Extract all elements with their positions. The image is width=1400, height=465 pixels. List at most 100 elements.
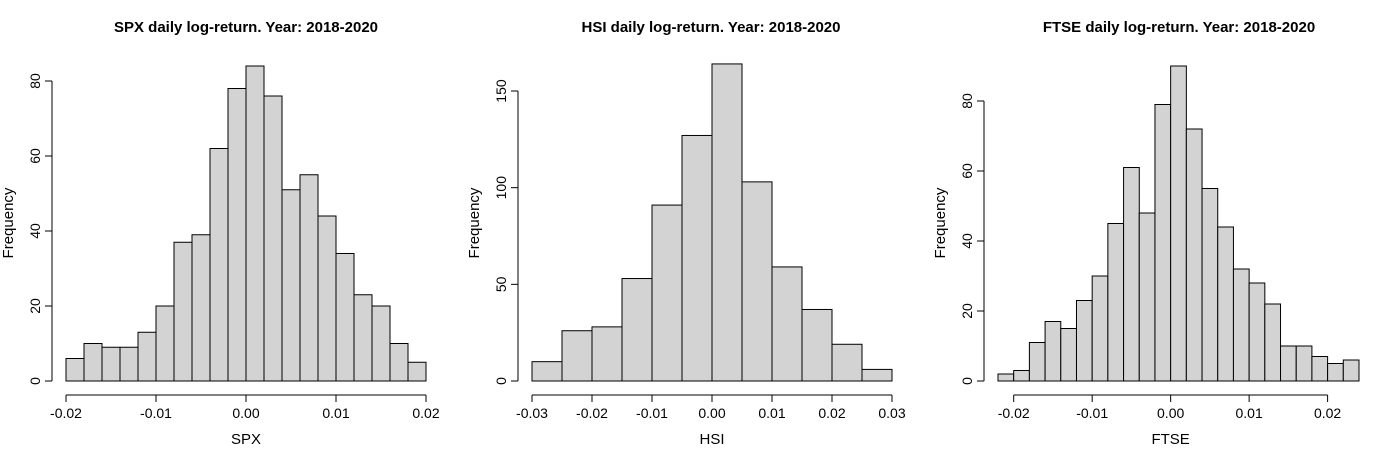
ftse-x-tick-label-2: 0.00 <box>1157 405 1184 421</box>
ftse-bar-12 <box>1185 128 1203 382</box>
hsi-bar-1 <box>561 330 593 382</box>
spx-bar-8 <box>209 148 229 382</box>
ftse-bar-5 <box>1075 300 1093 382</box>
spx-bar-0 <box>65 358 85 382</box>
hsi-bar-0 <box>531 361 563 382</box>
ftse-bar-0 <box>997 373 1015 382</box>
spx-bar-18 <box>389 343 409 382</box>
ftse-y-tick-label-3: 60 <box>959 163 975 179</box>
hsi-bar-7 <box>741 181 773 382</box>
spx-x-tick-label-4: 0.02 <box>412 405 439 421</box>
hsi-bar-11 <box>861 368 893 382</box>
hsi-x-tick-label-3: 0.00 <box>698 405 725 421</box>
ftse-bar-8 <box>1123 167 1140 382</box>
ftse-y-tick-label-1: 20 <box>959 303 975 319</box>
hsi-bar-9 <box>801 308 833 382</box>
spx-bar-16 <box>353 294 373 382</box>
hsi-histogram-panel: -0.03 -0.02 -0.01 0.00 0.01 0.02 0.03 0 50 100 150… <box>466 19 906 448</box>
spx-bar-11 <box>263 95 283 382</box>
ftse-y-tick-label-2: 40 <box>959 233 975 249</box>
ftse-x-tick-label-0: -0.02 <box>998 405 1030 421</box>
hsi-bar-6 <box>711 63 743 382</box>
ftse-x-axis-label: FTSE <box>1151 431 1189 448</box>
ftse-y-axis-label: Frequency <box>932 187 949 258</box>
hsi-y-tick-label-1: 50 <box>493 276 509 292</box>
spx-x-tick-label-2: 0.00 <box>232 405 259 421</box>
spx-bar-2 <box>101 346 121 382</box>
spx-bar-4 <box>137 331 157 382</box>
spx-y-tick-label-2: 40 <box>27 223 43 239</box>
spx-x-tick-label-3: 0.01 <box>322 405 349 421</box>
hsi-x-tick-label-4: 0.01 <box>758 405 785 421</box>
spx-bar-6 <box>173 241 193 382</box>
ftse-y-tick-label-4: 80 <box>959 93 975 109</box>
spx-x-tick-label-0: -0.02 <box>50 405 82 421</box>
hsi-bar-10 <box>831 343 863 382</box>
spx-bar-19 <box>407 361 427 382</box>
ftse-bar-1 <box>1013 370 1030 382</box>
ftse-bar-20 <box>1311 356 1329 382</box>
spx-y-tick-label-1: 20 <box>27 298 43 314</box>
hsi-bar-4 <box>651 204 683 382</box>
ftse-bar-21 <box>1327 363 1344 382</box>
ftse-x-tick-label-3: 0.01 <box>1236 405 1263 421</box>
ftse-bar-11 <box>1170 65 1187 382</box>
spx-histogram-panel: -0.02 -0.01 0.00 0.01 0.02 0 20 40 60 80 SPX daily… <box>0 19 440 448</box>
ftse-bar-4 <box>1060 328 1077 382</box>
hsi-bar-2 <box>591 326 623 382</box>
spx-bar-10 <box>245 65 265 382</box>
ftse-bar-19 <box>1295 345 1313 382</box>
hsi-chart-title: HSI daily log-return. Year: 2018-2020 <box>581 19 840 36</box>
hsi-x-tick-label-5: 0.02 <box>818 405 845 421</box>
ftse-bar-3 <box>1044 321 1062 382</box>
spx-bar-3 <box>119 346 139 382</box>
spx-bar-17 <box>371 305 391 382</box>
spx-y-tick-label-4: 80 <box>27 73 43 89</box>
hsi-y-tick-label-3: 150 <box>493 79 509 103</box>
spx-y-axis-label: Frequency <box>0 187 17 258</box>
ftse-bar-15 <box>1232 268 1250 382</box>
spx-chart-title: SPX daily log-return. Year: 2018-2020 <box>114 19 378 36</box>
hsi-x-axis-label: HSI <box>699 431 724 448</box>
hsi-y-tick-label-0: 0 <box>493 377 509 385</box>
spx-bar-14 <box>317 215 337 382</box>
spx-bar-15 <box>335 253 355 382</box>
hsi-bar-8 <box>771 266 803 382</box>
hsi-x-tick-label-1: -0.02 <box>576 405 608 421</box>
hsi-bar-5 <box>681 134 713 382</box>
spx-bar-7 <box>191 234 211 382</box>
spx-bar-9 <box>227 88 247 382</box>
ftse-bar-14 <box>1217 226 1234 382</box>
spx-x-axis-label: SPX <box>231 431 261 448</box>
ftse-bar-17 <box>1264 303 1282 382</box>
ftse-bar-6 <box>1091 275 1109 382</box>
ftse-bar-10 <box>1154 104 1172 382</box>
spx-y-tick-label-0: 0 <box>27 377 43 385</box>
hsi-x-tick-label-6: 0.03 <box>878 405 905 421</box>
hsi-x-tick-label-2: -0.01 <box>636 405 668 421</box>
hsi-bar-3 <box>621 278 653 382</box>
hsi-y-tick-label-2: 100 <box>493 176 509 200</box>
spx-bar-13 <box>299 174 319 382</box>
ftse-bar-18 <box>1280 345 1297 382</box>
spx-bar-5 <box>155 305 175 382</box>
ftse-bar-2 <box>1028 342 1046 382</box>
spx-y-tick-label-3: 60 <box>27 148 43 164</box>
ftse-bar-16 <box>1248 282 1266 382</box>
ftse-bar-7 <box>1107 223 1125 382</box>
ftse-histogram-panel: -0.02 -0.01 0.00 0.01 0.02 0 20 40 60 80 FTSE dail… <box>932 19 1360 448</box>
ftse-chart-title: FTSE daily log-return. Year: 2018-2020 <box>1043 19 1315 36</box>
ftse-bar-9 <box>1138 212 1156 382</box>
ftse-bar-13 <box>1201 188 1219 382</box>
spx-x-tick-label-1: -0.01 <box>140 405 172 421</box>
hsi-y-axis-label: Frequency <box>466 187 483 258</box>
ftse-y-tick-label-0: 0 <box>959 377 975 385</box>
hsi-x-tick-label-0: -0.03 <box>516 405 548 421</box>
spx-bar-1 <box>83 343 103 382</box>
ftse-bar-22 <box>1342 359 1360 382</box>
ftse-x-tick-label-4: 0.02 <box>1314 405 1341 421</box>
ftse-x-tick-label-1: -0.01 <box>1076 405 1108 421</box>
spx-bar-12 <box>281 189 301 382</box>
